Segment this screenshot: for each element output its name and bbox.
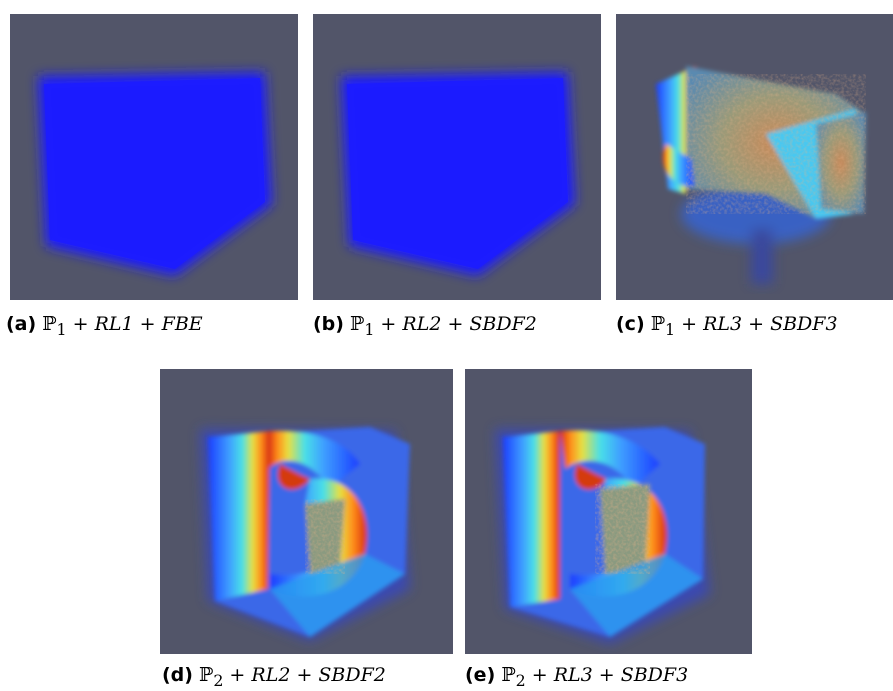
caption-e: (e) ℙ2 + RL3 + SBDF3	[465, 664, 689, 690]
spiral-render-d	[200, 427, 410, 641]
panel-d-image	[160, 369, 453, 654]
caption-c-tag: (c)	[616, 313, 645, 335]
cube-render-a	[38, 72, 272, 276]
caption-b-tag: (b)	[313, 313, 344, 335]
caption-c: (c) ℙ1 + RL3 + SBDF3	[616, 313, 838, 339]
fractured-render-c	[656, 66, 866, 284]
caption-d: (d) ℙ2 + RL2 + SBDF2	[162, 664, 386, 690]
panel-e-image	[465, 369, 752, 654]
spiral-render-e	[495, 427, 710, 644]
caption-a: (a) ℙ1 + RL1 + FBE	[6, 313, 203, 339]
panel-a-image	[10, 14, 298, 300]
caption-d-tag: (d)	[162, 664, 193, 686]
panel-c-image	[616, 14, 893, 300]
caption-e-tag: (e)	[465, 664, 496, 686]
panel-b-image	[313, 14, 601, 300]
caption-a-tag: (a)	[6, 313, 37, 335]
cube-render-b	[341, 72, 575, 276]
caption-b: (b) ℙ1 + RL2 + SBDF2	[313, 313, 537, 339]
